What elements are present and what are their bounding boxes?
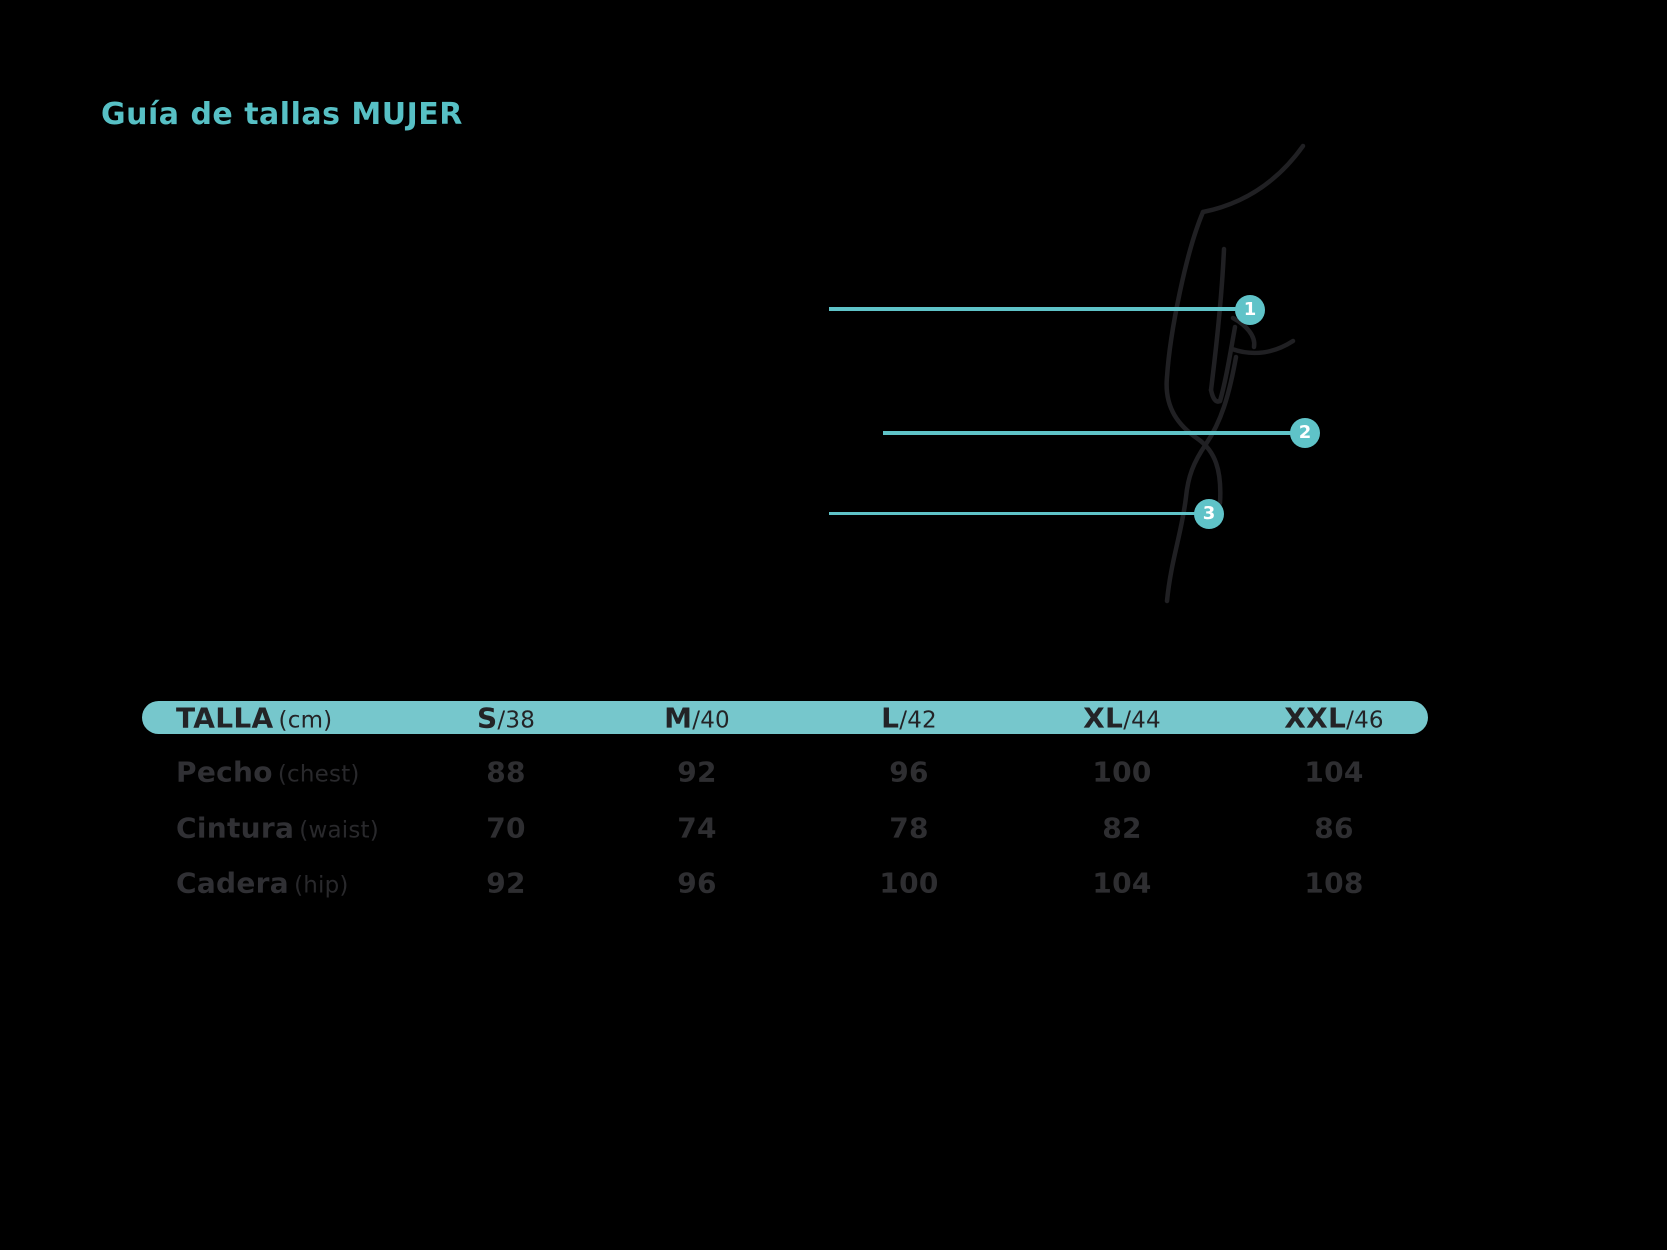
row-label-en: (hip) [294,872,349,899]
size-s-code: /38 [497,707,536,734]
cell-value: 92 [486,866,526,900]
body-neck-line [1200,143,1306,215]
size-col-header-m: M/40 [664,702,730,735]
cell-value: 100 [879,866,939,900]
hip-measure-line [829,512,1213,515]
header-talla-cell: TALLA (cm) [176,702,332,735]
size-col-header-s: S/38 [477,702,535,735]
row-label-pecho: Pecho (chest) [176,756,360,789]
cell-value: 96 [889,755,929,789]
marker-1-label: 1 [1243,299,1257,320]
body-back-line [1164,209,1223,506]
table-header-bar [142,701,1428,734]
body-breast-curve [1230,315,1257,350]
cell-value: 88 [486,755,526,789]
size-col-header-xxl: XXL/46 [1284,702,1384,735]
cell-value: 92 [677,755,717,789]
size-m: M [664,701,693,735]
cell-value: 104 [1304,755,1364,789]
chest-measure-line [829,307,1254,311]
cell-value: 108 [1304,866,1364,900]
row-label-es: Pecho [176,755,273,789]
body-breast-underside-curve [1229,338,1296,356]
size-l: L [881,701,900,735]
size-m-code: /40 [692,707,730,734]
body-front-torso-line [1164,354,1239,604]
marker-2-label: 2 [1298,422,1312,443]
size-l-code: /42 [899,707,937,734]
marker-3-hip: 3 [1194,499,1224,529]
cell-value: 74 [677,811,717,845]
size-xl: XL [1083,701,1124,735]
cell-value: 86 [1314,811,1354,845]
waist-measure-line [883,431,1309,435]
header-talla-label: TALLA [176,701,274,735]
cell-value: 82 [1102,811,1142,845]
cell-value: 100 [1092,755,1152,789]
row-label-es: Cadera [176,866,289,900]
marker-1-chest: 1 [1235,295,1265,325]
cell-value: 96 [677,866,717,900]
row-label-cintura: Cintura (waist) [176,812,379,845]
size-xxl-code: /46 [1346,707,1384,734]
row-label-cadera: Cadera (hip) [176,867,349,900]
cell-value: 104 [1092,866,1152,900]
body-hand-tip-line [1208,387,1223,404]
marker-2-waist: 2 [1290,418,1320,448]
size-xxl: XXL [1284,701,1347,735]
size-col-header-xl: XL/44 [1083,702,1161,735]
row-label-en: (waist) [299,817,379,844]
size-s: S [476,701,498,735]
page-title: Guía de tallas MUJER [101,97,463,132]
body-arm-inner-line [1217,324,1238,404]
size-col-header-l: L/42 [881,702,937,735]
marker-3-label: 3 [1202,503,1216,524]
row-label-en: (chest) [277,761,360,788]
size-xl-code: /44 [1123,707,1161,734]
row-label-es: Cintura [176,811,295,845]
body-arm-front-line [1208,246,1227,393]
cell-value: 78 [889,811,929,845]
header-unit-label: (cm) [278,707,333,734]
cell-value: 70 [486,811,526,845]
